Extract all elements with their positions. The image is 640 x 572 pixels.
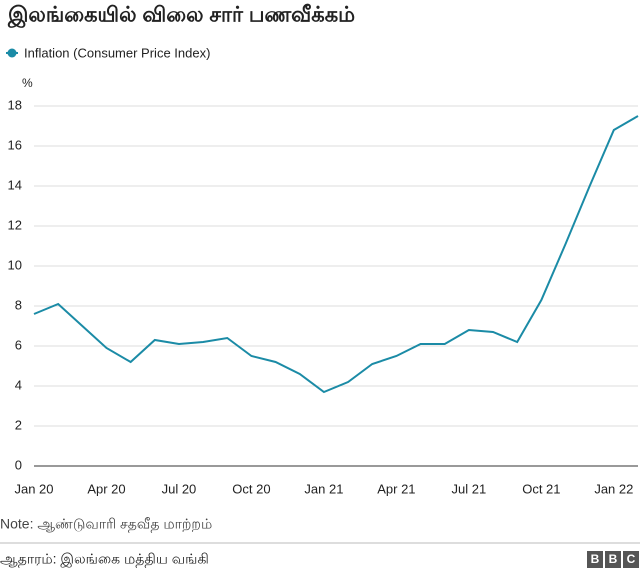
chart-title: இலங்கையில் விலை சார் பணவீக்கம் <box>7 4 355 29</box>
y-tick-label: 0 <box>15 457 22 472</box>
legend-marker <box>7 48 17 58</box>
y-tick-label: 8 <box>15 297 22 312</box>
x-tick-label: Jul 21 <box>452 481 487 496</box>
y-tick-label: 4 <box>15 377 22 392</box>
x-tick-label: Jan 22 <box>594 481 633 496</box>
logo-box <box>623 551 639 568</box>
x-tick-label: Apr 21 <box>377 481 415 496</box>
x-tick-label: Jan 20 <box>14 481 53 496</box>
logo-box <box>587 551 603 568</box>
line <box>33 115 639 394</box>
logo-letter: B <box>609 552 618 566</box>
logo-letter: B <box>591 552 600 566</box>
y-tick-label: 14 <box>8 177 22 192</box>
x-tick-label: Oct 21 <box>522 481 560 496</box>
y-tick-label: 10 <box>8 257 22 272</box>
y-tick-label: 2 <box>15 417 22 432</box>
x-tick-label: Jan 21 <box>304 481 343 496</box>
source: ஆதாரம்: இலங்கை மத்திய வங்கி <box>0 551 209 568</box>
logo-letter: C <box>627 552 636 566</box>
y-tick-label: 18 <box>8 97 22 112</box>
y-tick-label: 6 <box>15 337 22 352</box>
logo-box <box>605 551 621 568</box>
y-tick-label: 12 <box>8 217 22 232</box>
x-tick-label: Apr 20 <box>87 481 125 496</box>
y-axis-unit: % <box>22 76 33 90</box>
legend-label: Inflation (Consumer Price Index) <box>24 45 210 60</box>
x-tick-label: Oct 20 <box>232 481 270 496</box>
x-tick-label: Jul 20 <box>162 481 197 496</box>
y-tick-label: 16 <box>8 137 22 152</box>
note: Note: ஆண்டுவாரி சதவீத மாற்றம் <box>0 516 212 533</box>
